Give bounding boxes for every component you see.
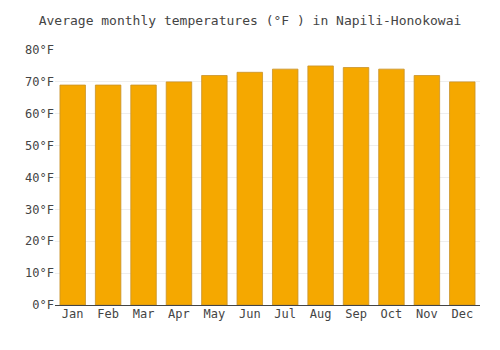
svg-text:Jun: Jun — [239, 307, 261, 321]
svg-text:50°F: 50°F — [25, 139, 54, 153]
svg-text:Nov: Nov — [416, 307, 438, 321]
svg-text:Sep: Sep — [345, 307, 367, 321]
svg-text:0°F: 0°F — [32, 298, 54, 312]
svg-text:70°F: 70°F — [25, 75, 54, 89]
svg-text:Average monthly temperatures (: Average monthly temperatures (°F ) in Na… — [39, 13, 462, 28]
svg-text:10°F: 10°F — [25, 266, 54, 280]
svg-text:60°F: 60°F — [25, 107, 54, 121]
svg-text:40°F: 40°F — [25, 171, 54, 185]
svg-text:Aug: Aug — [310, 307, 332, 321]
svg-text:Jan: Jan — [62, 307, 84, 321]
svg-text:80°F: 80°F — [25, 43, 54, 57]
svg-text:30°F: 30°F — [25, 203, 54, 217]
svg-text:Apr: Apr — [168, 307, 190, 321]
svg-text:20°F: 20°F — [25, 234, 54, 248]
svg-text:Oct: Oct — [381, 307, 403, 321]
svg-text:Jul: Jul — [274, 307, 296, 321]
svg-text:Dec: Dec — [451, 307, 473, 321]
svg-text:May: May — [204, 307, 226, 321]
svg-text:Feb: Feb — [97, 307, 119, 321]
svg-text:Mar: Mar — [133, 307, 155, 321]
